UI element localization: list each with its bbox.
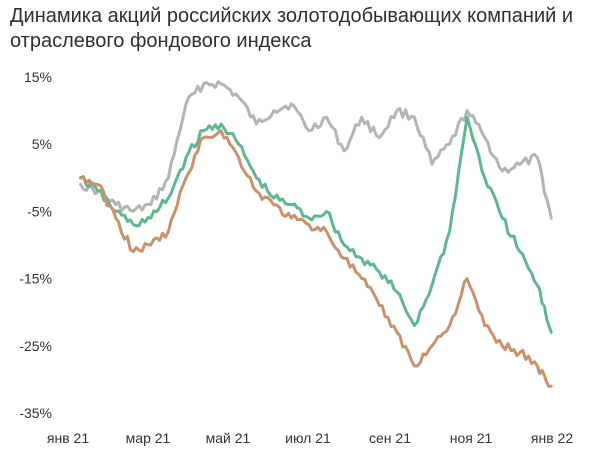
y-tick-label: -25% [19,338,52,354]
x-tick-label: янв 21 [47,430,89,446]
chart-title: Динамика акций российских золотодобывающ… [10,5,574,52]
x-tick-label: ноя 21 [450,430,493,446]
y-tick-label: -35% [19,405,52,421]
x-tick-label: мар 21 [126,430,171,446]
y-tick-label: -5% [27,203,52,219]
x-tick-label: янв 22 [531,430,573,446]
x-tick-label: июл 21 [285,430,331,446]
series-line-3 [79,129,553,388]
x-tick-label: май 21 [206,430,251,446]
series-layer [79,80,553,388]
x-tick-label: сен 21 [369,430,411,446]
y-tick-label: 15% [24,69,52,85]
y-axis: 15% 5% -5% -15% -25% -35% [19,69,52,421]
x-axis: янв 21 мар 21 май 21 июл 21 сен 21 ноя 21 янв … [47,430,573,446]
y-tick-label: -15% [19,271,52,287]
y-tick-label: 5% [32,136,52,152]
series-line-1 [79,80,553,220]
series-line-2 [79,115,553,334]
